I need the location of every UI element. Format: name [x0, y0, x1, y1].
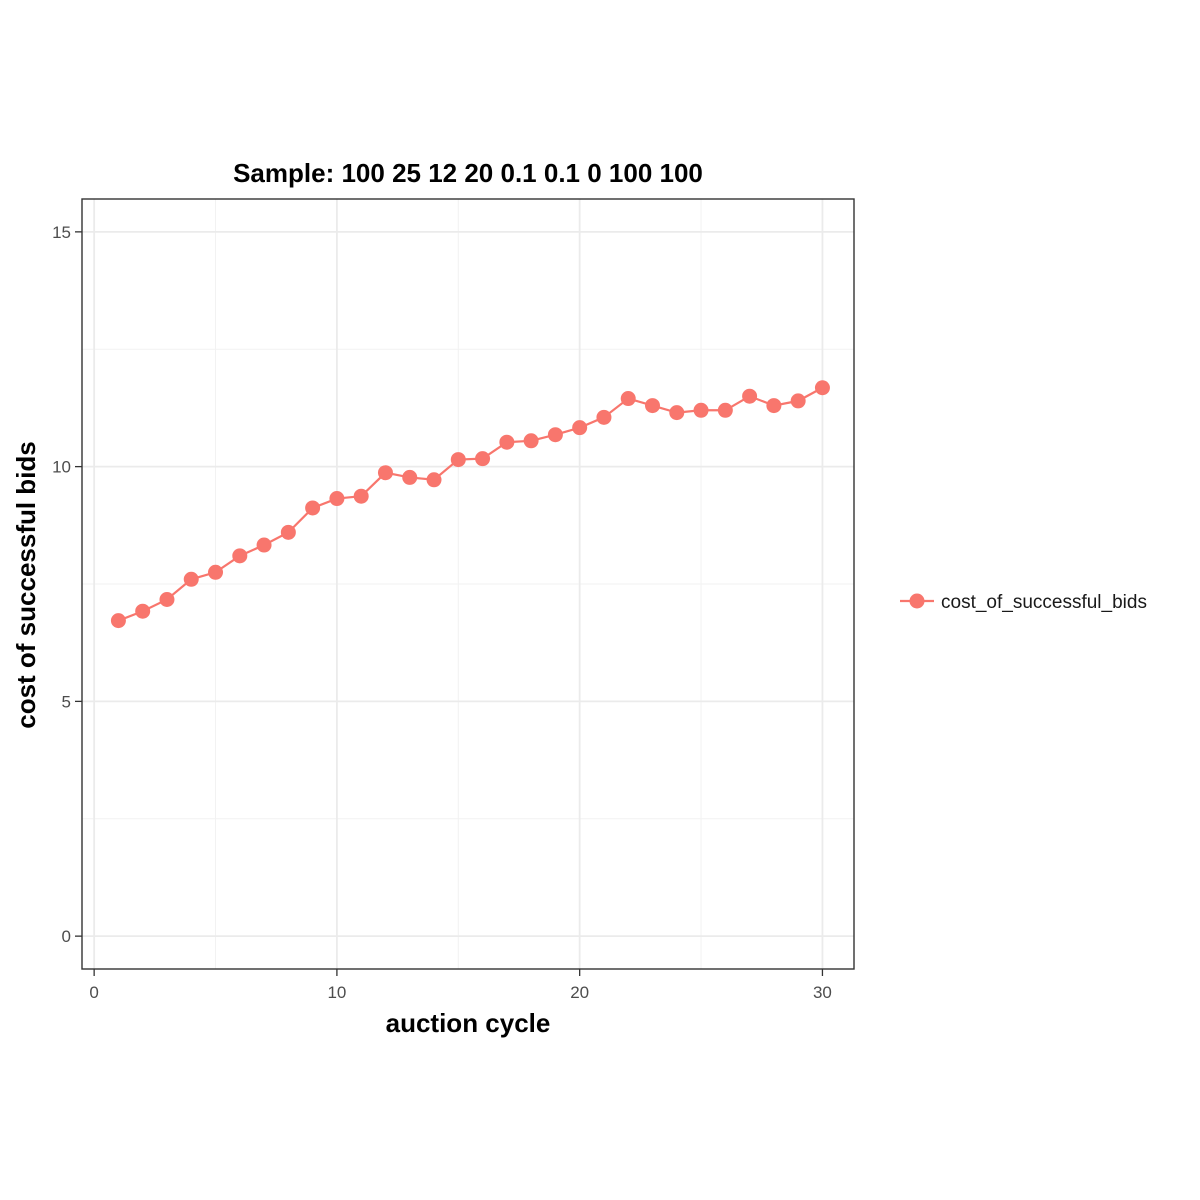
legend-label: cost_of_successful_bids	[941, 592, 1147, 613]
data-point	[159, 591, 175, 607]
data-point	[766, 398, 782, 414]
chart-title: Sample: 100 25 12 20 0.1 0.1 0 100 100	[233, 158, 703, 188]
data-point	[669, 405, 685, 421]
data-point	[717, 402, 733, 418]
legend-key-point	[909, 593, 925, 609]
y-tick-label: 0	[62, 927, 71, 946]
data-point	[693, 402, 709, 418]
data-point	[426, 472, 442, 488]
x-tick-label: 10	[327, 983, 346, 1002]
data-point	[232, 548, 248, 564]
y-tick-label: 10	[52, 458, 71, 477]
data-point	[499, 434, 515, 450]
legend: cost_of_successful_bids	[900, 592, 1147, 613]
data-point	[523, 433, 539, 449]
data-point	[547, 427, 563, 443]
data-point	[280, 524, 296, 540]
data-point	[329, 491, 345, 507]
x-tick-label: 0	[89, 983, 98, 1002]
y-axis-title: cost of successful bids	[11, 441, 41, 729]
data-point	[742, 388, 758, 404]
y-axis: 0 5 10 15	[52, 223, 82, 946]
data-point	[256, 537, 272, 553]
y-tick-label: 5	[62, 692, 71, 711]
data-point	[620, 391, 636, 407]
x-axis: 0 10 20 30	[89, 969, 832, 1002]
plot-panel	[81, 198, 855, 970]
data-point	[208, 564, 224, 580]
panel-border	[81, 198, 855, 970]
data-point	[645, 398, 661, 414]
data-point	[305, 500, 321, 516]
x-tick-label: 20	[570, 983, 589, 1002]
data-point	[135, 603, 151, 619]
data-point	[353, 488, 369, 504]
data-point	[596, 409, 612, 425]
data-point	[475, 451, 491, 467]
data-point	[402, 469, 418, 485]
data-point	[450, 452, 466, 468]
data-point	[377, 465, 393, 481]
grid-minor	[82, 199, 854, 969]
data-point	[110, 613, 126, 629]
grid-major	[82, 199, 854, 969]
x-tick-label: 30	[813, 983, 832, 1002]
data-point	[790, 393, 806, 409]
data-point	[183, 571, 199, 587]
data-point	[572, 420, 588, 436]
x-axis-title: auction cycle	[386, 1008, 551, 1038]
data-point	[814, 380, 830, 396]
series-layer	[110, 380, 830, 629]
y-tick-label: 15	[52, 223, 71, 242]
